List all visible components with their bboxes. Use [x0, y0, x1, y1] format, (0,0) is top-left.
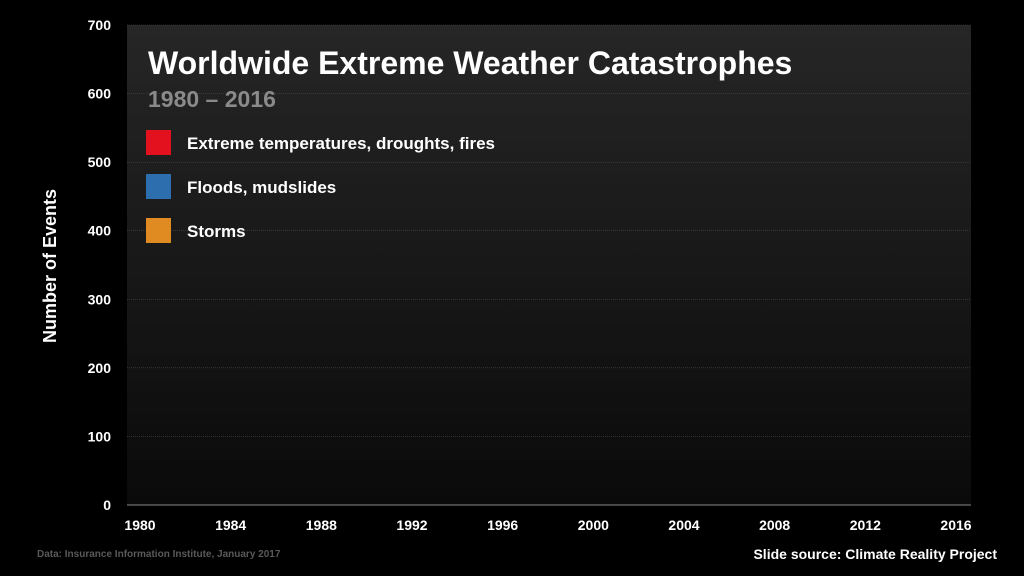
y-tick-label: 700	[88, 17, 112, 33]
legend-swatch	[146, 218, 171, 243]
y-tick-label: 500	[88, 154, 112, 170]
chart-title: Worldwide Extreme Weather Catastrophes	[148, 45, 792, 81]
x-tick-label: 1996	[487, 517, 518, 533]
x-tick-label: 1992	[396, 517, 427, 533]
x-tick-label: 2008	[759, 517, 790, 533]
x-tick-label: 1988	[306, 517, 337, 533]
x-tick-label: 2004	[668, 517, 699, 533]
x-tick-label: 2000	[578, 517, 609, 533]
y-tick-label: 600	[88, 86, 112, 102]
y-axis-label: Number of Events	[40, 189, 60, 343]
gridlines	[127, 24, 971, 437]
x-tick-label: 1984	[215, 517, 246, 533]
legend-label: Storms	[187, 222, 246, 241]
y-tick-labels: 0 100 200 300 400 500 600 700	[88, 17, 112, 513]
x-tick-label: 1980	[124, 517, 155, 533]
legend-label: Extreme temperatures, droughts, fires	[187, 134, 495, 153]
plot-area	[127, 25, 971, 505]
chart-subtitle: 1980 – 2016	[148, 86, 276, 112]
y-tick-label: 400	[88, 223, 112, 239]
x-tick-labels: 1980 1984 1988 1992 1996 2000 2004 2008 2012 2016	[124, 517, 971, 533]
x-tick-label: 2016	[940, 517, 971, 533]
y-tick-label: 300	[88, 291, 112, 307]
data-source-note: Data: Insurance Information Institute, J…	[37, 549, 281, 560]
legend-swatch	[146, 130, 171, 155]
x-tick-label: 2012	[850, 517, 881, 533]
y-tick-label: 100	[88, 428, 112, 444]
legend: Extreme temperatures, droughts, fires Flo…	[146, 130, 495, 243]
legend-label: Floods, mudslides	[187, 178, 336, 197]
y-tick-label: 0	[103, 497, 111, 513]
y-tick-label: 200	[88, 360, 112, 376]
slide-credit: Slide source: Climate Reality Project	[753, 546, 997, 562]
legend-swatch	[146, 174, 171, 199]
